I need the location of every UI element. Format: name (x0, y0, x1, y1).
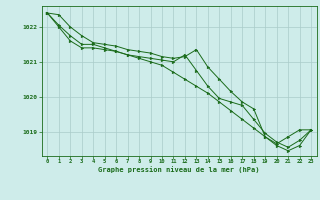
X-axis label: Graphe pression niveau de la mer (hPa): Graphe pression niveau de la mer (hPa) (99, 166, 260, 173)
